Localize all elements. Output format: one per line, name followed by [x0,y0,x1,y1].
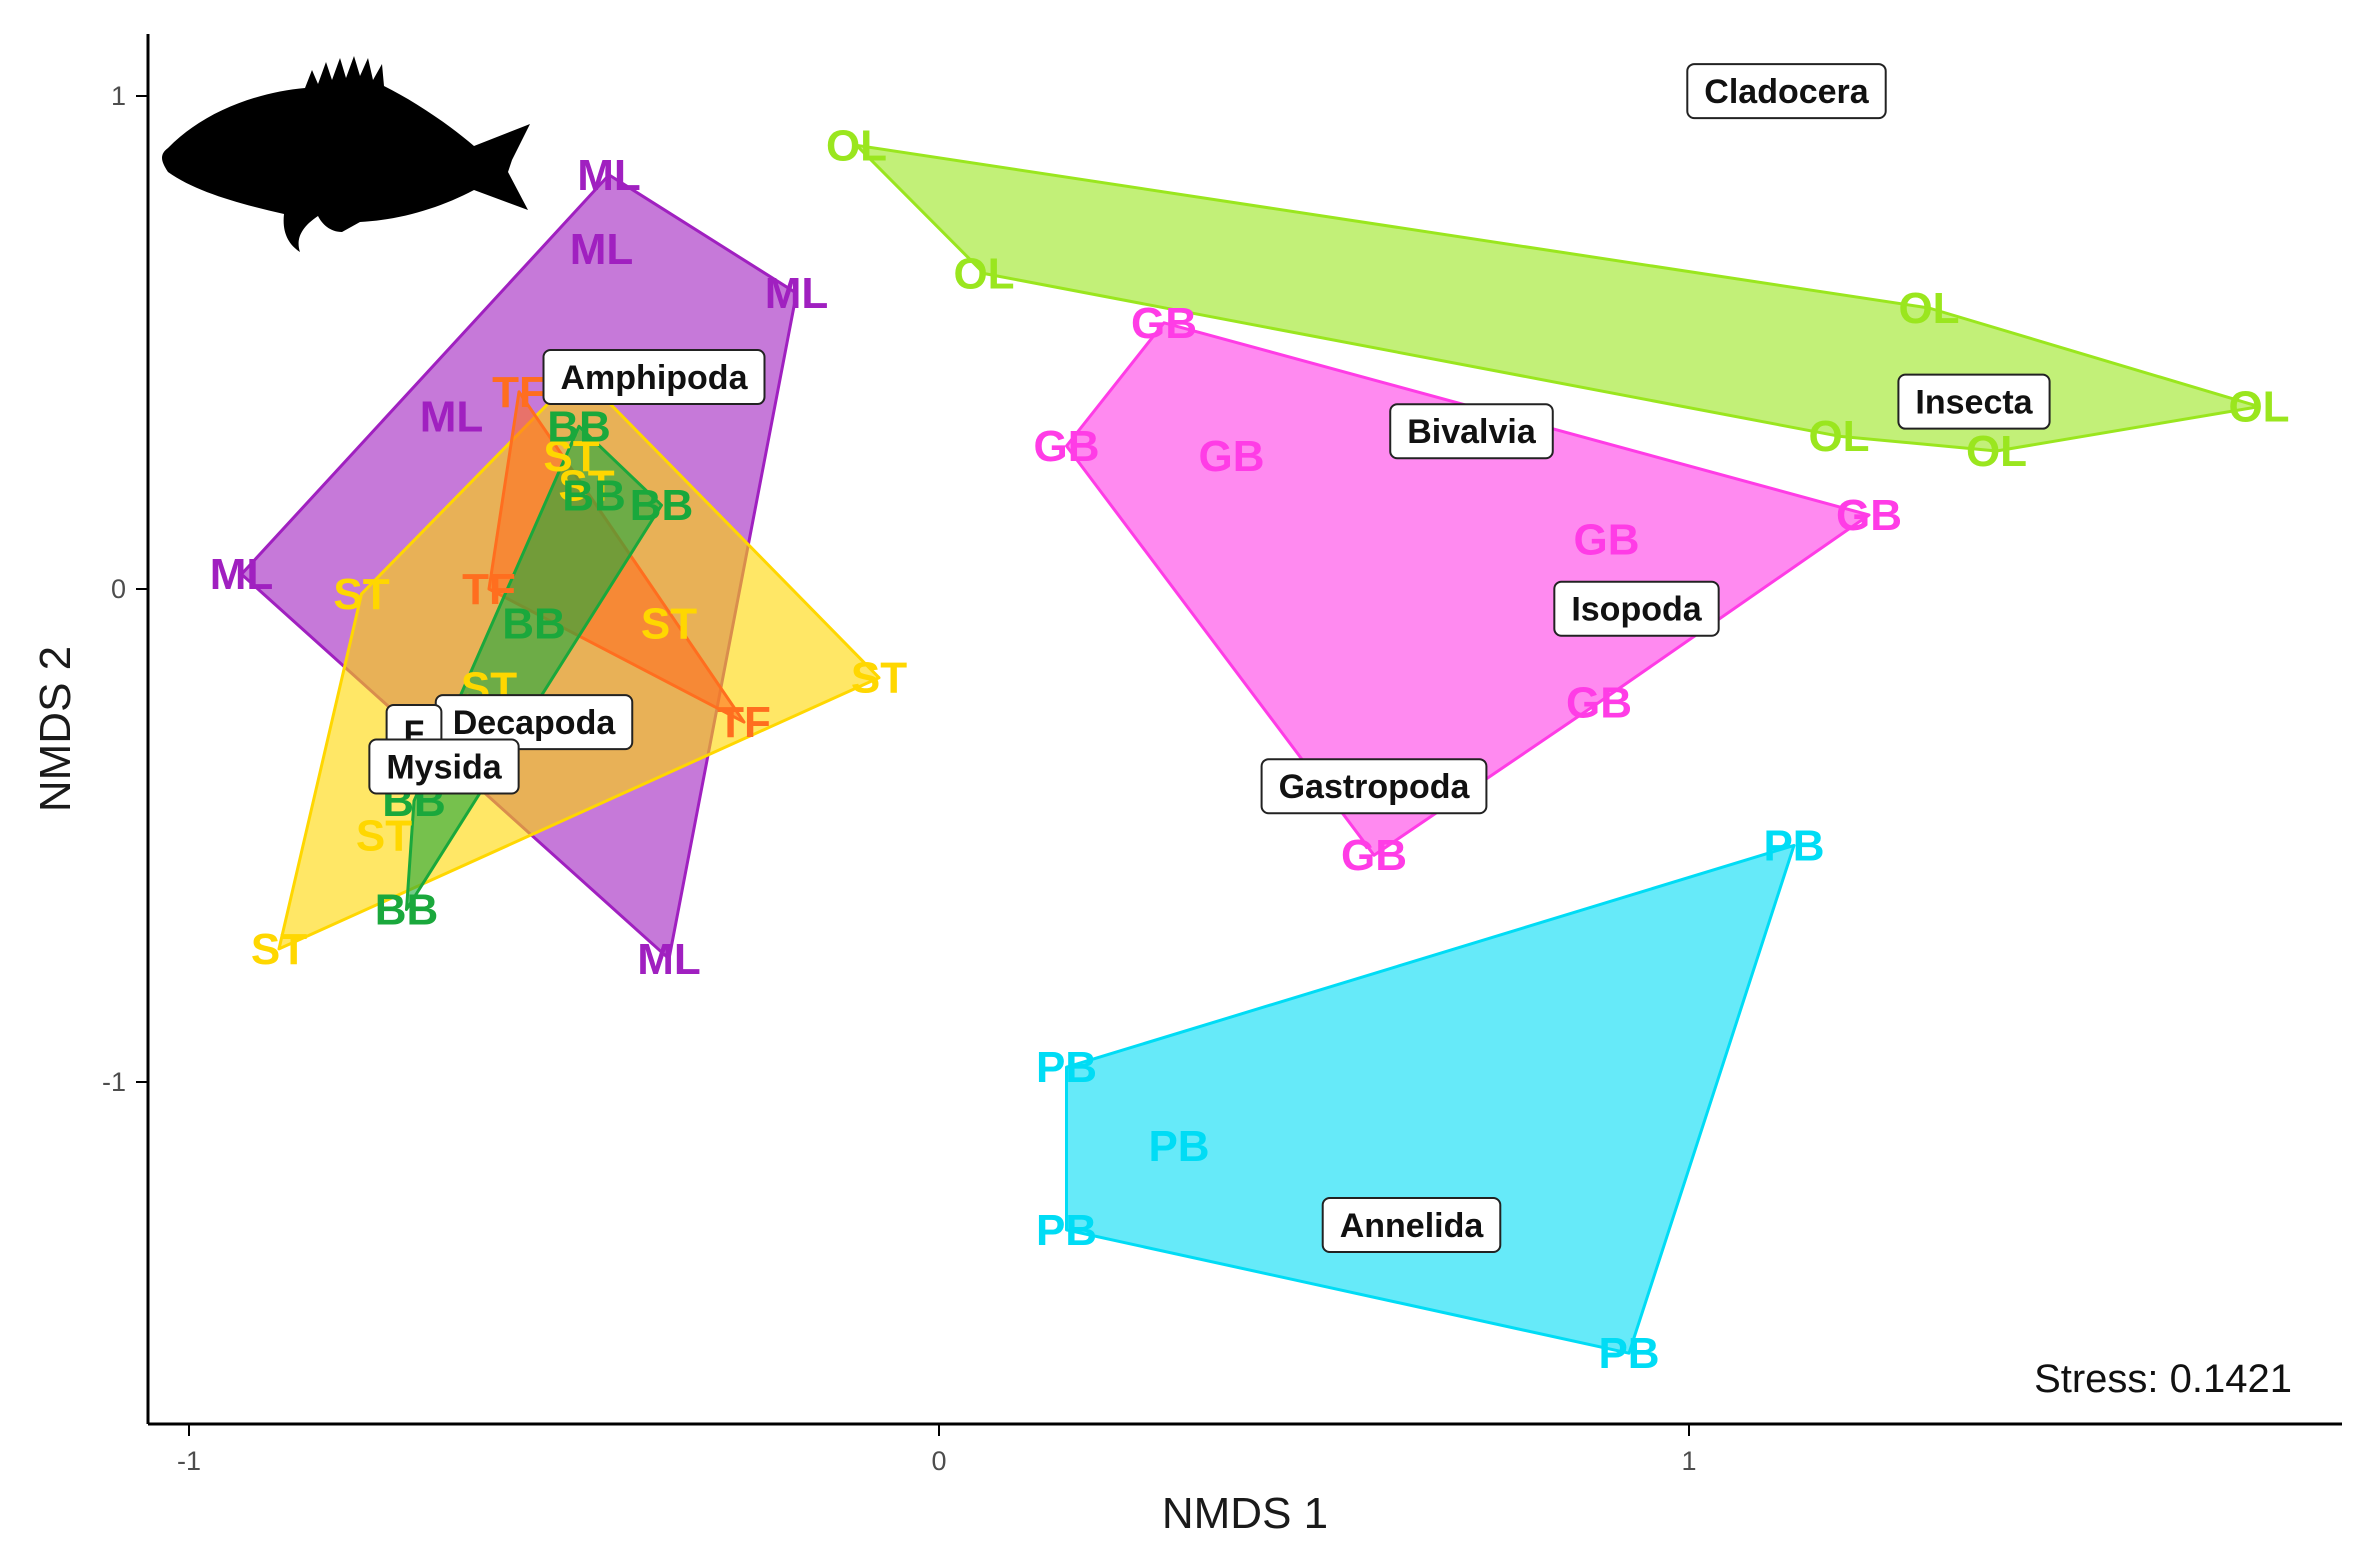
point-label-ml: ML [637,935,701,984]
point-label-pb: PB [1148,1122,1209,1171]
point-label-ol: OL [2228,383,2289,432]
taxon-label-box [1260,758,1488,815]
taxon-label-text: Insecta [1915,384,2033,422]
taxon-label: Insecta [1897,373,2051,430]
point-label-bb: BB [630,481,694,530]
taxon-label-text: Decapoda [453,704,617,742]
point-label-st: ST [558,461,614,510]
y-axis-title: NMDS 2 [31,646,80,812]
point-label-gb: GB [1341,831,1407,880]
y-tick-label: 0 [111,574,126,604]
taxon-label-layer: Cladocera Amphipoda Insecta Bivalvia Isopoda… [368,63,2051,1253]
taxon-label-box [1553,580,1720,637]
axes [146,34,2342,1426]
taxon-label: Decapoda [434,694,634,751]
point-label-tf: TF [462,565,516,614]
taxon-label-text: Gastropoda [1279,768,1471,806]
taxon-label: Amphipoda [542,349,766,406]
point-label-st: ST [851,654,907,703]
taxon-label: Gastropoda [1260,758,1488,815]
point-label-gb: GB [1574,516,1640,565]
point-label-gb: GB [1034,422,1100,471]
point-label-gb: GB [1836,491,1902,540]
point-label-pb: PB [1036,1043,1097,1092]
taxon-label-box [1389,403,1554,460]
taxon-label-box [542,349,766,406]
point-label-st: ST [333,570,389,619]
taxon-label-text: Annelida [1340,1207,1485,1245]
taxon-label: Annelida [1321,1196,1502,1253]
taxon-label: Isopoda [1553,580,1720,637]
taxon-label-box [368,738,520,795]
point-label-ol: OL [953,249,1014,298]
taxon-label-text: Mysida [386,748,502,786]
point-label-layer: MLMLMLMLMLMLSTSTSTSTSTSTSTSTSTTFTFTFBBBB… [210,121,2290,1378]
point-label-gb: GB [1566,678,1632,727]
taxon-label-box [1686,63,1887,120]
point-label-bb: BB [562,471,626,520]
tick-layer: -1 0 1 -1 0 1 [102,81,1697,1476]
point-label-st: ST [251,925,307,974]
point-label-st: ST [543,432,599,481]
point-label-pb: PB [1036,1206,1097,1255]
point-label-tf: TF [717,698,771,747]
stress-label: Stress: 0.1421 [2034,1357,2292,1401]
hull-pb [1065,843,1796,1355]
point-label-st: ST [641,600,697,649]
taxon-label: Mysida [368,738,520,795]
point-label-bb: BB [547,402,611,451]
point-label-tf: TF [492,368,546,417]
taxon-label-text: Cladocera [1704,73,1869,111]
taxon-label-text: Bivalvia [1407,413,1537,451]
x-tick-label: 0 [931,1446,946,1476]
x-tick-label: -1 [177,1446,201,1476]
point-label-ml: ML [765,269,829,318]
taxon-label-text: Amphipoda [561,359,749,397]
point-label-ml: ML [210,550,274,599]
point-label-ml: ML [570,225,634,274]
point-label-pb: PB [1763,821,1824,870]
point-label-ml: ML [577,151,641,200]
point-label-pb: PB [1598,1329,1659,1378]
point-label-ol: OL [1966,427,2027,476]
point-label-bb: BB [375,885,439,934]
point-label-ol: OL [1808,412,1869,461]
point-label-gb: GB [1199,432,1265,481]
point-label-bb: BB [502,600,566,649]
point-label-ol: OL [826,121,887,170]
point-label-st: ST [356,812,412,861]
fish-silhouette-icon [162,56,530,252]
taxon-label-box [1321,1196,1502,1253]
x-tick-label: 1 [1681,1446,1696,1476]
point-label-gb: GB [1131,299,1197,348]
taxon-label: Cladocera [1686,63,1887,120]
point-label-ml: ML [420,392,484,441]
taxon-label: Bivalvia [1389,403,1554,460]
point-label-ol: OL [1898,284,1959,333]
y-tick-label: 1 [111,81,126,111]
taxon-label-box [1897,373,2051,430]
y-tick-label: -1 [102,1067,126,1097]
x-axis-title: NMDS 1 [1162,1489,1328,1538]
taxon-label-text: Isopoda [1571,591,1702,629]
